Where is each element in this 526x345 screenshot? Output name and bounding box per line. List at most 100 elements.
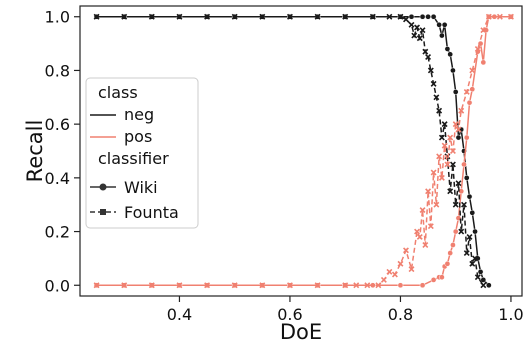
data-point xyxy=(439,274,445,281)
data-point xyxy=(430,80,437,87)
data-point xyxy=(427,67,434,74)
data-point xyxy=(397,282,404,289)
y-tick-label: 0.2 xyxy=(45,223,70,242)
data-point xyxy=(422,48,429,55)
data-point xyxy=(176,282,183,289)
data-point xyxy=(461,201,467,208)
data-point xyxy=(121,13,128,20)
data-point xyxy=(438,134,445,141)
data-point xyxy=(433,201,440,208)
data-point xyxy=(204,282,211,289)
data-point xyxy=(422,242,429,248)
data-point xyxy=(414,228,420,235)
legend-swatch-founta-marker xyxy=(100,209,106,215)
data-point xyxy=(397,13,404,20)
data-point xyxy=(463,175,470,181)
data-point xyxy=(447,250,454,256)
data-point xyxy=(449,148,456,154)
data-point xyxy=(480,277,487,283)
legend-entry-founta: Founta xyxy=(124,203,179,222)
series-line xyxy=(96,15,490,286)
data-point xyxy=(444,46,451,52)
legend-title-classifier: classifier xyxy=(98,149,169,168)
x-tick-label: 0.8 xyxy=(388,305,413,324)
series-layer xyxy=(93,13,514,289)
data-point xyxy=(455,215,462,221)
data-point xyxy=(93,282,100,289)
data-point xyxy=(447,188,454,195)
legend-title-class: class xyxy=(98,83,138,102)
data-point xyxy=(469,67,476,74)
data-point xyxy=(480,282,487,289)
data-point xyxy=(466,233,473,240)
data-point xyxy=(430,169,437,176)
data-point xyxy=(259,282,266,289)
data-point xyxy=(342,282,349,289)
data-point xyxy=(480,27,487,34)
data-point xyxy=(469,86,476,93)
data-point xyxy=(441,21,448,28)
data-point xyxy=(314,282,321,289)
data-point xyxy=(353,282,360,289)
data-point xyxy=(408,266,415,273)
data-point xyxy=(449,161,456,168)
data-point xyxy=(444,161,451,168)
legend-entry-neg: neg xyxy=(124,105,154,124)
data-point xyxy=(433,94,440,101)
x-tick-label: 0.4 xyxy=(167,305,192,324)
data-point xyxy=(441,121,448,128)
data-point xyxy=(439,32,445,39)
data-point xyxy=(425,188,432,195)
data-point xyxy=(403,16,409,23)
data-point xyxy=(463,134,470,141)
data-point xyxy=(419,207,426,214)
x-axis: 0.4 0.6 0.8 1.0 xyxy=(167,296,524,324)
y-tick-label: 0.0 xyxy=(45,276,70,295)
data-point xyxy=(458,228,465,235)
data-point xyxy=(444,260,451,267)
legend-swatch-wiki-marker xyxy=(99,183,107,191)
data-point xyxy=(461,161,467,168)
data-point xyxy=(425,13,431,20)
data-point xyxy=(121,282,128,289)
plot-area xyxy=(79,5,523,297)
data-point xyxy=(397,260,404,267)
y-tick-label: 0.8 xyxy=(45,61,70,80)
data-point xyxy=(411,32,418,39)
data-point xyxy=(419,27,426,34)
y-axis: 0.0 0.2 0.4 0.6 0.8 1.0 xyxy=(45,8,80,295)
data-point xyxy=(259,13,266,20)
data-point xyxy=(496,13,503,20)
data-point xyxy=(364,282,371,289)
data-point xyxy=(450,242,456,248)
data-point xyxy=(455,180,462,187)
data-point xyxy=(477,268,484,275)
data-point xyxy=(452,201,459,208)
data-point xyxy=(419,13,426,20)
data-point xyxy=(380,276,387,283)
data-point xyxy=(455,126,462,133)
data-point xyxy=(458,107,465,114)
legend-entry-wiki: Wiki xyxy=(124,178,158,197)
data-point xyxy=(474,274,481,281)
series-pos-founta xyxy=(93,13,514,289)
data-point xyxy=(507,13,514,20)
data-point xyxy=(450,67,456,74)
data-point xyxy=(314,13,321,20)
data-point xyxy=(430,277,437,283)
data-point xyxy=(430,13,437,20)
data-point xyxy=(386,13,393,20)
data-point xyxy=(176,13,183,20)
legend-entry-pos: pos xyxy=(124,127,152,146)
data-point xyxy=(469,260,476,267)
data-point xyxy=(436,21,442,28)
data-point xyxy=(472,255,479,262)
legend: class neg pos classifier Wiki Founta xyxy=(85,77,199,229)
data-point xyxy=(469,209,476,216)
data-point xyxy=(148,13,155,20)
data-point xyxy=(447,51,454,58)
plot-frame xyxy=(79,5,523,297)
data-point xyxy=(93,13,100,20)
data-point xyxy=(436,107,443,114)
